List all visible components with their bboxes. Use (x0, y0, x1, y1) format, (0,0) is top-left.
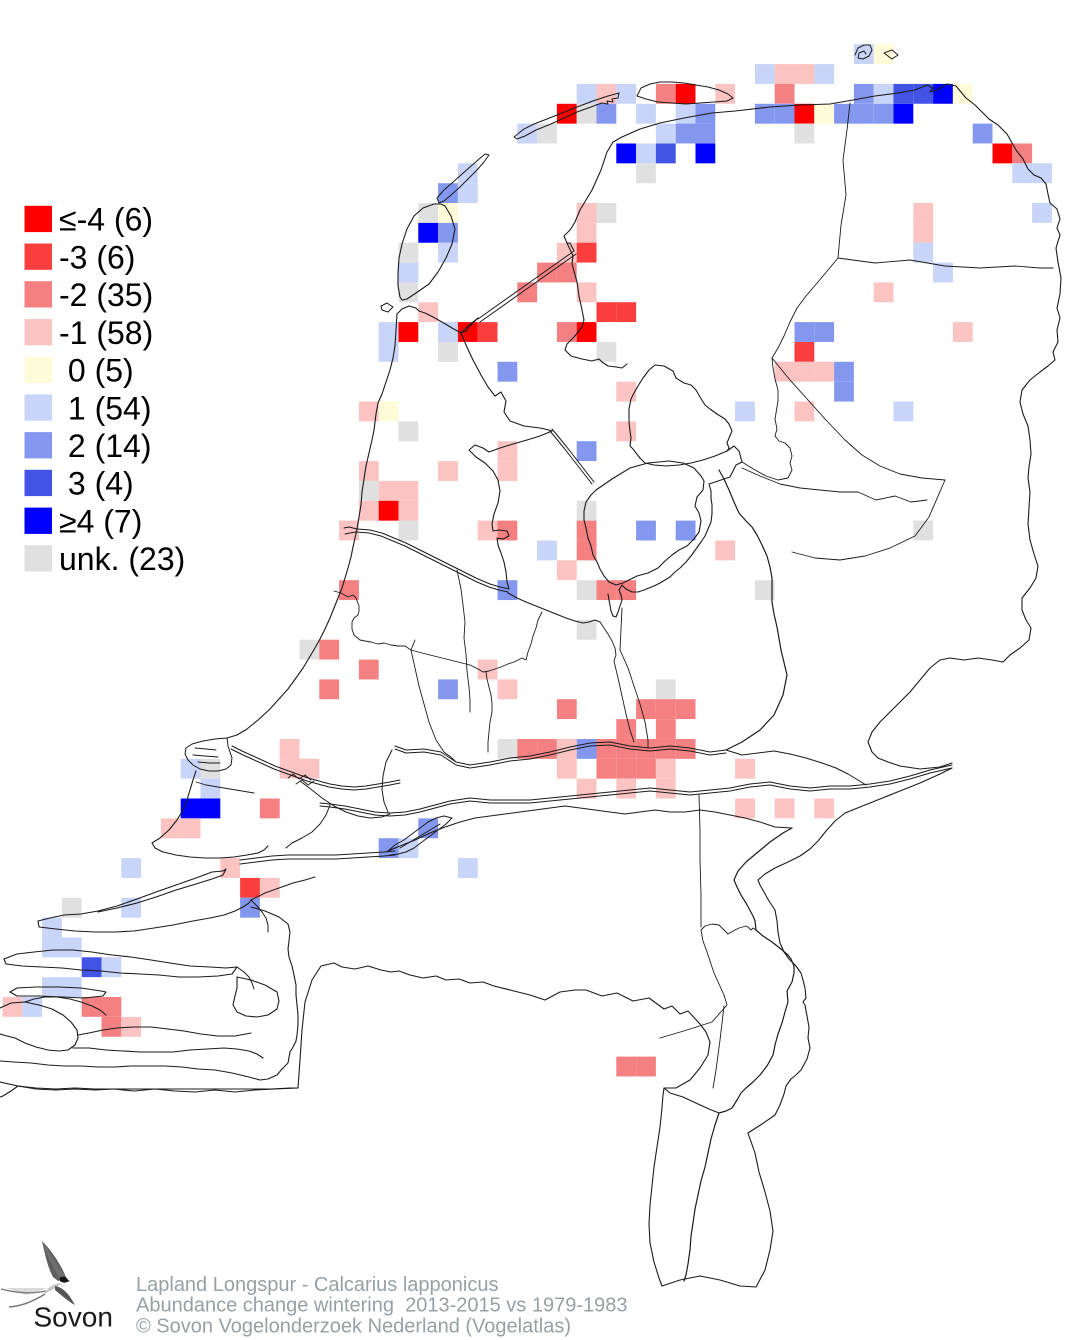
svg-text:unk. (23): unk. (23) (59, 541, 185, 577)
svg-text:-3 (6): -3 (6) (59, 239, 135, 275)
svg-text:2 (14): 2 (14) (59, 428, 151, 464)
svg-text:≥4 (7): ≥4 (7) (59, 504, 142, 540)
svg-text:Abundance change wintering 20: Abundance change wintering 2013-2015 vs … (136, 1295, 627, 1317)
svg-text:3 (4): 3 (4) (59, 466, 134, 502)
svg-text:1 (54): 1 (54) (59, 390, 151, 426)
svg-text:-1 (58): -1 (58) (59, 315, 153, 351)
svg-text:Lapland Longspur - Calcarius l: Lapland Longspur - Calcarius lapponicus (136, 1274, 498, 1296)
svg-text:Sovon: Sovon (34, 1302, 113, 1333)
svg-text:≤-4 (6): ≤-4 (6) (59, 202, 153, 238)
svg-text:0 (5): 0 (5) (59, 353, 134, 389)
svg-text:-2 (35): -2 (35) (59, 277, 153, 313)
svg-text:© Sovon Vogelonderzoek Nederla: © Sovon Vogelonderzoek Nederland (Vogela… (136, 1315, 571, 1337)
